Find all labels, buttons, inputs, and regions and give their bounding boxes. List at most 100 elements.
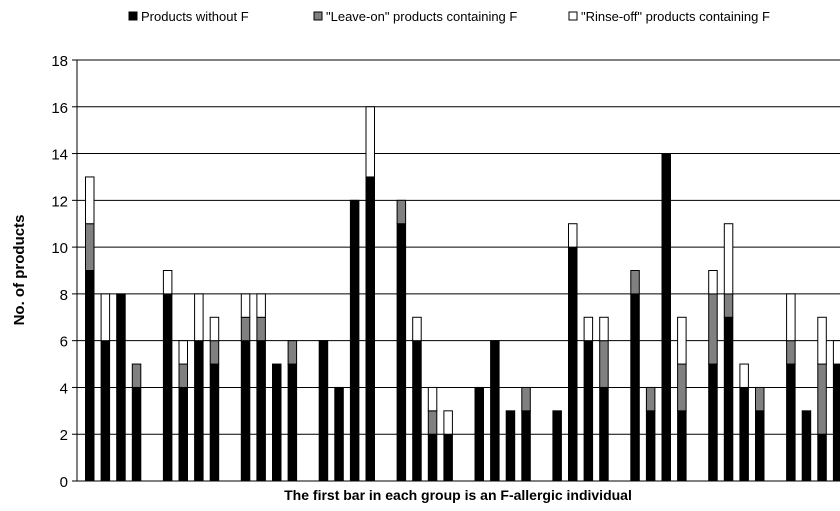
bar-segment-leave-on (600, 341, 609, 388)
bar-segment-leave-on (397, 200, 406, 223)
bar-segment-without-f (335, 387, 344, 481)
bar-segment-without-f (101, 341, 110, 481)
bar-segment-without-f (756, 411, 765, 481)
bar-segment-without-f (506, 411, 515, 481)
bar-segment-rinse-off (241, 294, 250, 317)
bar-segment-without-f (428, 434, 437, 481)
bar-segment-rinse-off (86, 177, 95, 224)
bar-segment-rinse-off (179, 341, 188, 364)
bar-segment-rinse-off (210, 317, 219, 340)
bar-segment-leave-on (787, 341, 796, 364)
bar-segment-without-f (397, 224, 406, 481)
bar-segment-leave-on (86, 224, 95, 271)
bar-segment-without-f (241, 341, 250, 481)
bar-segment-without-f (288, 364, 297, 481)
bar-segment-rinse-off (600, 317, 609, 340)
bar-segment-leave-on (631, 271, 640, 294)
bar-segment-without-f (210, 364, 219, 481)
legend: Products without F "Leave-on" products co… (129, 9, 770, 24)
bar-segment-rinse-off (444, 411, 453, 434)
bar-segment-without-f (553, 411, 562, 481)
bar-segment-leave-on (132, 364, 141, 387)
bar-segment-rinse-off (163, 271, 172, 294)
bar-segment-without-f (117, 294, 126, 481)
bar-segment-without-f (413, 341, 422, 481)
bar-segment-leave-on (257, 317, 266, 340)
legend-label: Products without F (141, 9, 249, 24)
bar-segment-without-f (600, 387, 609, 481)
bar-segment-without-f (724, 317, 733, 481)
bar-segment-leave-on (678, 364, 687, 411)
bar-segment-leave-on (756, 387, 765, 410)
bar-segment-leave-on (709, 294, 718, 364)
bar-segment-leave-on (818, 364, 827, 434)
bar-segment-without-f (802, 411, 811, 481)
bar-segment-leave-on (428, 411, 437, 434)
y-tick-label: 12 (51, 193, 68, 210)
bar-segment-without-f (678, 411, 687, 481)
bar-segment-without-f (350, 200, 359, 481)
y-tick-label: 14 (51, 147, 68, 164)
bar-segment-rinse-off (709, 271, 718, 294)
bar-segment-rinse-off (818, 317, 827, 364)
bar-segment-leave-on (646, 387, 655, 410)
legend-swatch (314, 12, 322, 20)
legend-label: "Leave-on" products containing F (326, 9, 517, 24)
bar-segment-leave-on (724, 294, 733, 317)
y-tick-label: 2 (60, 427, 68, 444)
bar-segment-without-f (631, 294, 640, 481)
bar-segment-without-f (522, 411, 531, 481)
bar-segment-leave-on (241, 317, 250, 340)
bar-segment-without-f (319, 341, 328, 481)
y-tick-label: 6 (60, 334, 68, 351)
bar-segment-leave-on (210, 341, 219, 364)
bar-segment-rinse-off (740, 364, 749, 387)
bar-segment-rinse-off (257, 294, 266, 317)
bar-segment-without-f (709, 364, 718, 481)
bar-segment-without-f (132, 387, 141, 481)
legend-swatch (129, 12, 137, 20)
bar-segment-rinse-off (101, 294, 110, 341)
legend-swatch (569, 12, 577, 20)
bar-segment-rinse-off (724, 224, 733, 294)
bar-segment-without-f (273, 364, 282, 481)
bar-segment-rinse-off (678, 317, 687, 364)
bar-segment-leave-on (179, 364, 188, 387)
bar-segment-without-f (818, 434, 827, 481)
bar-segment-without-f (740, 387, 749, 481)
y-tick-label: 8 (60, 287, 68, 304)
bar-segment-without-f (646, 411, 655, 481)
bar-segment-without-f (475, 387, 484, 481)
legend-label: "Rinse-off" products containing F (581, 9, 770, 24)
bar-segment-without-f (584, 341, 593, 481)
bar-segment-without-f (833, 364, 840, 481)
bar-segment-leave-on (522, 387, 531, 410)
x-axis-label: The first bar in each group is an F-alle… (284, 487, 632, 503)
bar-segment-without-f (444, 434, 453, 481)
bar-segment-without-f (163, 294, 172, 481)
y-tick-label: 18 (51, 53, 68, 70)
bar-segment-rinse-off (833, 341, 840, 364)
bar-segment-rinse-off (569, 224, 578, 247)
bar-segment-rinse-off (195, 294, 204, 341)
y-axis-label: No. of products (11, 215, 28, 326)
bar-segment-rinse-off (366, 107, 375, 177)
bar-segment-without-f (257, 341, 266, 481)
y-tick-label: 0 (60, 474, 68, 491)
bar-segment-without-f (491, 341, 500, 481)
bar-segment-without-f (366, 177, 375, 481)
bar-segment-without-f (662, 154, 671, 481)
y-tick-label: 10 (51, 240, 68, 257)
bar-segment-rinse-off (787, 294, 796, 341)
bar-segment-without-f (86, 271, 95, 482)
bar-segment-rinse-off (428, 387, 437, 410)
bar-segment-rinse-off (413, 317, 422, 340)
bar-segment-without-f (195, 341, 204, 481)
bar-segment-rinse-off (584, 317, 593, 340)
y-tick-label: 16 (51, 100, 68, 117)
bar-segment-leave-on (288, 341, 297, 364)
bar-segment-without-f (179, 387, 188, 481)
y-tick-label: 4 (60, 380, 68, 397)
